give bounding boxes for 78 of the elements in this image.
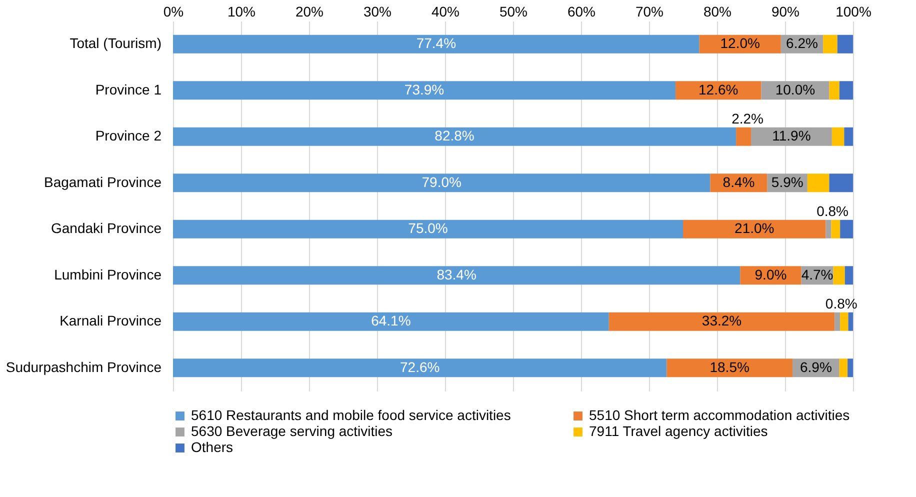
bar [173,81,676,100]
x-tick-label: 10% [227,4,256,20]
bar [832,127,844,146]
data-label: 12.6% [698,81,738,98]
data-label: 5.9% [771,174,804,190]
bar [829,174,853,192]
x-tick-label: 60% [567,4,596,20]
y-tick-label: Total (Tourism) [70,35,162,52]
data-label: 21.0% [734,220,774,236]
legend-label: 5630 Beverage serving activities [191,423,393,439]
data-label: 6.9% [800,358,832,375]
bar [173,312,609,331]
x-tick-label: 80% [703,4,732,20]
y-tick-label: Province 1 [95,81,162,98]
data-label: 64.1% [371,312,411,329]
data-label: 10.0% [775,81,816,98]
legend-label: Others [191,439,234,455]
legend-label: 5510 Short term accommodation activities [589,407,850,423]
legend-label: 5610 Restaurants and mobile food service activities [191,407,511,423]
bar [173,358,667,378]
y-tick-label: Gandaki Province [50,220,162,236]
x-tick-label: 50% [499,4,528,20]
bar [831,220,840,238]
data-label: 82.8% [434,128,474,144]
bar [844,266,853,285]
bar [683,220,826,238]
y-tick-label: Karnali Province [60,312,162,329]
x-tick-label: 90% [771,4,800,20]
data-label: 18.5% [710,358,750,375]
data-label: 0.8% [816,203,848,220]
bar [839,81,853,100]
bar [829,81,840,100]
y-tick-label: Bagamati Province [44,174,162,190]
bar [807,174,830,192]
bar [823,34,838,54]
bar [173,127,736,146]
data-label: 8.4% [722,174,755,190]
bar [840,220,853,238]
bar [840,312,848,331]
legend-label: 7911 Travel agency activities [589,423,768,439]
bar [826,220,832,238]
x-tick-label: 40% [431,4,460,20]
data-label: 11.9% [772,128,811,144]
bar [848,312,853,331]
y-tick-label: Sudurpashchim Province [6,358,162,375]
bar [837,34,853,54]
data-label: 0.8% [825,296,858,312]
data-label: 77.4% [416,35,456,52]
bar [736,127,751,146]
x-tick-label: 20% [295,4,324,20]
bar [173,174,710,192]
x-tick-label: 100% [836,4,872,20]
bar [173,266,740,285]
bar [608,312,835,331]
y-tick-label: Province 2 [95,128,162,144]
bar [173,220,683,238]
y-tick-label: Lumbini Province [54,266,162,282]
data-label: 79.0% [422,174,462,190]
data-label: 9.0% [754,266,787,282]
data-label: 2.2% [732,110,764,127]
bar [839,358,848,378]
x-tick-label: 30% [363,4,392,20]
x-tick-label: 0% [163,4,184,20]
bar [666,358,792,378]
data-label: 83.4% [436,266,476,282]
bar [834,312,840,331]
x-tick-label: 70% [635,4,664,20]
data-label: 12.0% [720,35,760,52]
bar [173,34,700,54]
bar [848,358,853,378]
data-label: 72.6% [400,358,440,375]
data-label: 73.9% [404,81,444,98]
data-label: 33.2% [702,312,742,329]
data-label: 75.0% [408,220,448,236]
data-label: 6.2% [786,35,818,52]
data-label: 4.7% [801,266,834,282]
bar [844,127,853,146]
bar [833,266,845,285]
